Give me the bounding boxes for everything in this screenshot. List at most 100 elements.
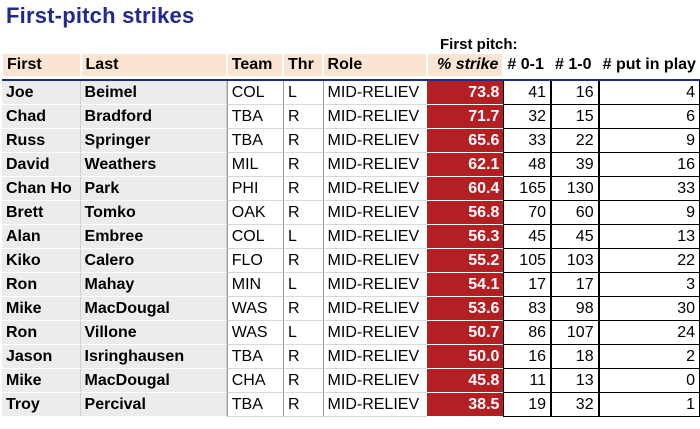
- team-cell[interactable]: PHI: [226, 177, 284, 201]
- pct-strike-cell[interactable]: 50.0: [427, 345, 504, 369]
- last-name-cell[interactable]: MacDougal: [80, 297, 227, 321]
- first-name-cell[interactable]: Kiko: [2, 249, 81, 273]
- throws-cell[interactable]: R: [283, 177, 323, 201]
- count-1-0-cell[interactable]: 130: [551, 177, 599, 201]
- count-1-0-cell[interactable]: 18: [551, 345, 599, 369]
- table-row[interactable]: Russ Springer TBA R MID-RELIEV 65.6 33 22 9: [2, 129, 700, 153]
- last-name-cell[interactable]: Mahay: [80, 273, 227, 297]
- first-name-cell[interactable]: Ron: [2, 273, 81, 297]
- throws-cell[interactable]: R: [283, 249, 323, 273]
- count-0-1-cell[interactable]: 17: [503, 273, 551, 297]
- role-cell[interactable]: MID-RELIEV: [322, 393, 428, 417]
- throws-cell[interactable]: L: [283, 273, 323, 297]
- put-in-play-cell[interactable]: 9: [598, 129, 700, 153]
- last-name-cell[interactable]: Springer: [80, 129, 227, 153]
- table-row[interactable]: Troy Percival TBA R MID-RELIEV 38.5 19 32 1: [2, 393, 700, 417]
- table-row[interactable]: Chad Bradford TBA R MID-RELIEV 71.7 32 15 6: [2, 105, 700, 129]
- team-cell[interactable]: WAS: [226, 321, 284, 345]
- table-row[interactable]: David Weathers MIL R MID-RELIEV 62.1 48 39 16: [2, 153, 700, 177]
- role-cell[interactable]: MID-RELIEV: [322, 321, 428, 345]
- count-1-0-cell[interactable]: 103: [551, 249, 599, 273]
- pct-strike-cell[interactable]: 50.7: [427, 321, 504, 345]
- put-in-play-cell[interactable]: 6: [598, 105, 700, 129]
- role-cell[interactable]: MID-RELIEV: [322, 297, 428, 321]
- count-0-1-cell[interactable]: 33: [503, 129, 551, 153]
- role-cell[interactable]: MID-RELIEV: [322, 129, 428, 153]
- put-in-play-cell[interactable]: 9: [598, 201, 700, 225]
- put-in-play-cell[interactable]: 30: [598, 297, 700, 321]
- count-0-1-cell[interactable]: 16: [503, 345, 551, 369]
- table-row[interactable]: Chan Ho Park PHI R MID-RELIEV 60.4 165 130 33: [2, 177, 700, 201]
- count-0-1-cell[interactable]: 86: [503, 321, 551, 345]
- team-cell[interactable]: COL: [226, 81, 284, 105]
- count-0-1-cell[interactable]: 45: [503, 225, 551, 249]
- first-name-cell[interactable]: Joe: [2, 81, 81, 105]
- throws-cell[interactable]: R: [283, 393, 323, 417]
- team-cell[interactable]: TBA: [226, 105, 284, 129]
- team-cell[interactable]: TBA: [226, 129, 284, 153]
- pct-strike-cell[interactable]: 56.3: [427, 225, 504, 249]
- first-name-cell[interactable]: Alan: [2, 225, 81, 249]
- table-row[interactable]: Mike MacDougal CHA R MID-RELIEV 45.8 11 13 0: [2, 369, 700, 393]
- team-cell[interactable]: CHA: [226, 369, 284, 393]
- team-cell[interactable]: COL: [226, 225, 284, 249]
- col-header-role[interactable]: Role: [322, 53, 428, 77]
- last-name-cell[interactable]: Tomko: [80, 201, 227, 225]
- put-in-play-cell[interactable]: 3: [598, 273, 700, 297]
- col-header-pct-strike[interactable]: % strike: [427, 53, 504, 77]
- throws-cell[interactable]: R: [283, 153, 323, 177]
- put-in-play-cell[interactable]: 13: [598, 225, 700, 249]
- last-name-cell[interactable]: Calero: [80, 249, 227, 273]
- col-header-team[interactable]: Team: [226, 53, 284, 77]
- count-1-0-cell[interactable]: 15: [551, 105, 599, 129]
- last-name-cell[interactable]: Isringhausen: [80, 345, 227, 369]
- team-cell[interactable]: WAS: [226, 297, 284, 321]
- first-name-cell[interactable]: Brett: [2, 201, 81, 225]
- count-0-1-cell[interactable]: 41: [503, 81, 551, 105]
- count-0-1-cell[interactable]: 83: [503, 297, 551, 321]
- put-in-play-cell[interactable]: 22: [598, 249, 700, 273]
- col-header-thr[interactable]: Thr: [283, 53, 323, 77]
- count-1-0-cell[interactable]: 32: [551, 393, 599, 417]
- role-cell[interactable]: MID-RELIEV: [322, 273, 428, 297]
- last-name-cell[interactable]: Villone: [80, 321, 227, 345]
- first-name-cell[interactable]: Chan Ho: [2, 177, 81, 201]
- last-name-cell[interactable]: Embree: [80, 225, 227, 249]
- role-cell[interactable]: MID-RELIEV: [322, 153, 428, 177]
- first-name-cell[interactable]: Russ: [2, 129, 81, 153]
- pct-strike-cell[interactable]: 56.8: [427, 201, 504, 225]
- throws-cell[interactable]: R: [283, 201, 323, 225]
- last-name-cell[interactable]: MacDougal: [80, 369, 227, 393]
- team-cell[interactable]: TBA: [226, 393, 284, 417]
- count-1-0-cell[interactable]: 39: [551, 153, 599, 177]
- count-1-0-cell[interactable]: 98: [551, 297, 599, 321]
- first-name-cell[interactable]: David: [2, 153, 81, 177]
- count-0-1-cell[interactable]: 70: [503, 201, 551, 225]
- count-0-1-cell[interactable]: 48: [503, 153, 551, 177]
- count-0-1-cell[interactable]: 165: [503, 177, 551, 201]
- pct-strike-cell[interactable]: 73.8: [427, 81, 504, 105]
- table-row[interactable]: Alan Embree COL L MID-RELIEV 56.3 45 45 13: [2, 225, 700, 249]
- pct-strike-cell[interactable]: 55.2: [427, 249, 504, 273]
- first-name-cell[interactable]: Mike: [2, 297, 81, 321]
- first-name-cell[interactable]: Ron: [2, 321, 81, 345]
- last-name-cell[interactable]: Beimel: [80, 81, 227, 105]
- team-cell[interactable]: TBA: [226, 345, 284, 369]
- team-cell[interactable]: MIL: [226, 153, 284, 177]
- put-in-play-cell[interactable]: 2: [598, 345, 700, 369]
- role-cell[interactable]: MID-RELIEV: [322, 81, 428, 105]
- col-header-put-in-play[interactable]: # put in play: [598, 53, 700, 77]
- col-header-last[interactable]: Last: [80, 53, 227, 77]
- put-in-play-cell[interactable]: 4: [598, 81, 700, 105]
- first-name-cell[interactable]: Troy: [2, 393, 81, 417]
- pct-strike-cell[interactable]: 62.1: [427, 153, 504, 177]
- count-0-1-cell[interactable]: 32: [503, 105, 551, 129]
- table-row[interactable]: Joe Beimel COL L MID-RELIEV 73.8 41 16 4: [2, 81, 700, 105]
- pct-strike-cell[interactable]: 60.4: [427, 177, 504, 201]
- count-1-0-cell[interactable]: 22: [551, 129, 599, 153]
- table-row[interactable]: Mike MacDougal WAS R MID-RELIEV 53.6 83 98 30: [2, 297, 700, 321]
- count-0-1-cell[interactable]: 11: [503, 369, 551, 393]
- count-0-1-cell[interactable]: 19: [503, 393, 551, 417]
- count-1-0-cell[interactable]: 45: [551, 225, 599, 249]
- throws-cell[interactable]: R: [283, 297, 323, 321]
